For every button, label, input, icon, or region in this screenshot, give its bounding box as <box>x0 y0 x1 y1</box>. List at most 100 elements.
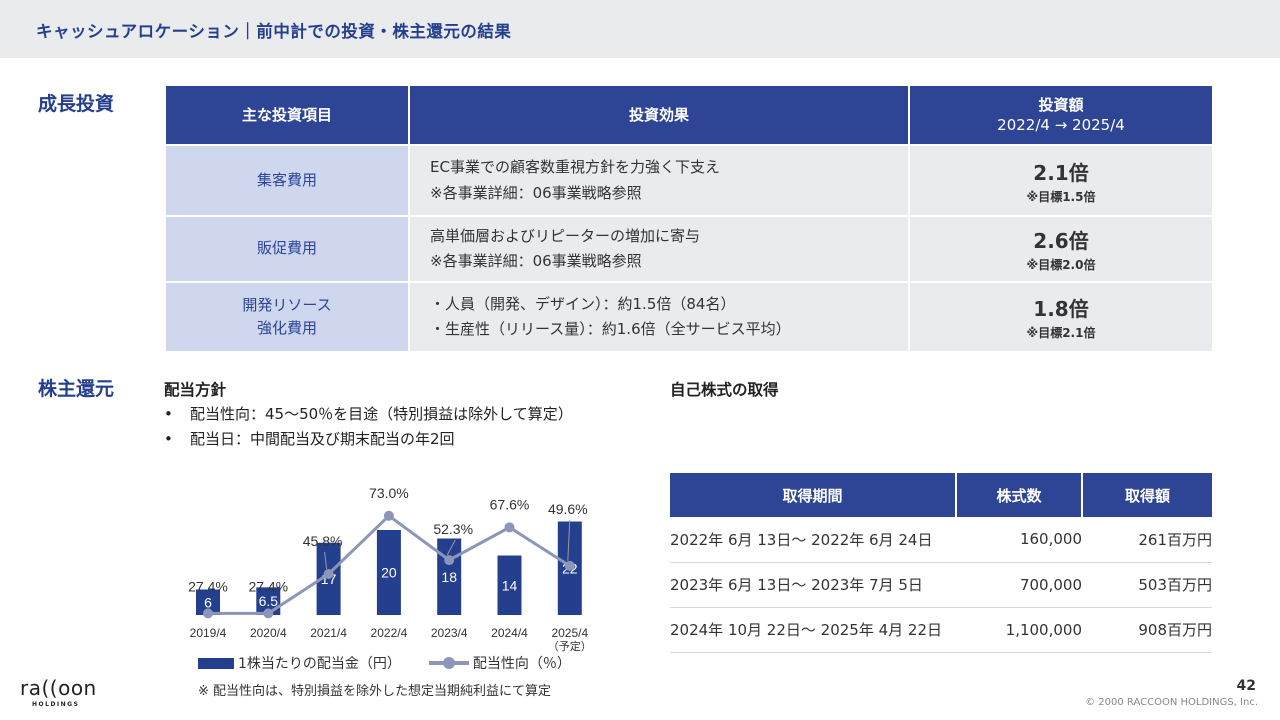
dividend-policy-heading: 配当方針 <box>164 381 227 399</box>
page-title: キャッシュアロケーション｜前中計での投資・株主還元の結果 <box>36 22 512 41</box>
amount-target: ※目標1.5倍 <box>1026 189 1096 204</box>
x-tick-label: 2022/4 <box>371 626 408 640</box>
effect-line: ・人員（開発、デザイン）：約1.5倍（84名） <box>430 294 736 313</box>
bar-value-label: 20 <box>381 565 397 581</box>
col-header-shares: 株式数 <box>956 473 1083 517</box>
x-tick-label: 2024/4 <box>491 626 528 640</box>
payout-ratio-label: 27.4% <box>248 578 288 594</box>
label-leader-line <box>567 519 571 561</box>
effect-line: EC事業での顧客数重視方針を力強く下支え <box>430 158 720 176</box>
table-row: 2023年 6月 13日〜 2023年 7月 5日 700,000 503百万円 <box>670 562 1212 608</box>
buyback-amount: 261百万円 <box>1082 517 1212 563</box>
buyback-period: 2024年 10月 22日〜 2025年 4月 22日 <box>670 607 956 653</box>
growth-investment-table: 主な投資項目 投資効果 投資額 2022/4 → 2025/4 集客費用 EC事… <box>164 84 1214 353</box>
company-logo: ra((oon <box>20 676 97 700</box>
effect-line: ※各事業詳細：06事業戦略参照 <box>430 183 642 202</box>
x-tick-label: 2019/4 <box>190 626 227 640</box>
legend-line-swatch <box>428 657 469 669</box>
payout-ratio-label: 67.6% <box>490 496 530 512</box>
bar-value-label: 18 <box>441 569 457 585</box>
growth-investment-label: 成長投資 <box>38 93 115 115</box>
payout-ratio-point <box>504 522 515 533</box>
table-header-row: 取得期間 株式数 取得額 <box>670 473 1212 517</box>
buyback-heading: 自己株式の取得 <box>670 381 779 399</box>
col-header-amount: 取得額 <box>1082 473 1212 517</box>
col-header-period: 取得期間 <box>670 473 957 517</box>
payout-ratio-point <box>383 510 394 521</box>
effect-line: ・生産性（リリース量）：約1.6倍（全サービス平均） <box>430 320 791 338</box>
investment-effect: 高単価層およびリピーターの増加に寄与 ※各事業詳細：06事業戦略参照 <box>408 215 910 283</box>
table-header-row: 主な投資項目 投資効果 投資額 2022/4 → 2025/4 <box>164 84 1214 146</box>
dividend-chart: 62019/46.52020/4172021/4202022/4182023/4… <box>188 485 592 653</box>
investment-amount: 2.6倍 ※目標2.0倍 <box>908 215 1214 283</box>
amount-header-label: 投資額 <box>1038 95 1084 114</box>
buyback-table: 取得期間 株式数 取得額 2022年 6月 13日〜 2022年 6月 24日 … <box>670 473 1212 653</box>
x-tick-label: 2025/4 <box>551 626 588 640</box>
investment-item: 集客費用 <box>164 144 410 217</box>
x-tick-note: （予定） <box>548 639 592 653</box>
dividend-bar <box>376 530 401 615</box>
list-item: • 配当日：中間配当及び期末配当の年2回 <box>164 427 573 452</box>
x-tick-label: 2020/4 <box>250 626 287 640</box>
chart-footnote: ※ 配当性向は、特別損益を除外した想定当期純利益にて算定 <box>198 684 552 699</box>
bar-value-label: 14 <box>502 577 518 593</box>
effect-line: 高単価層およびリピーターの増加に寄与 <box>430 226 701 245</box>
payout-ratio-label: 73.0% <box>369 485 409 501</box>
legend-bar-label: 1株当たりの配当金（円） <box>238 656 401 672</box>
buyback-shares: 700,000 <box>956 562 1082 608</box>
col-header-amount: 投資額 2022/4 → 2025/4 <box>908 84 1214 146</box>
label-leader-line <box>324 551 328 570</box>
payout-ratio-point <box>203 608 213 619</box>
amount-target: ※目標2.0倍 <box>1026 258 1096 272</box>
payout-ratio-label: 27.4% <box>188 578 228 594</box>
investment-amount: 2.1倍 ※目標1.5倍 <box>908 144 1214 217</box>
x-tick-label: 2021/4 <box>310 626 347 640</box>
amount-value: 1.8倍 <box>1033 297 1089 321</box>
table-row: 2022年 6月 13日〜 2022年 6月 24日 160,000 261百万… <box>670 517 1212 563</box>
payout-ratio-label: 45.8% <box>303 533 343 549</box>
amount-value: 2.1倍 <box>1033 160 1089 185</box>
bullet-text: 配当性向：45〜50％を目途（特別損益は除外して算定） <box>190 405 573 423</box>
table-row: 販促費用 高単価層およびリピーターの増加に寄与 ※各事業詳細：06事業戦略参照 … <box>164 215 1214 283</box>
dividend-policy-list: • 配当性向：45〜50％を目途（特別損益は除外して算定） • 配当日：中間配当及び… <box>164 402 573 452</box>
payout-ratio-point <box>444 555 455 566</box>
col-header-effect: 投資効果 <box>408 84 910 146</box>
buyback-shares: 160,000 <box>956 517 1082 563</box>
buyback-amount: 503百万円 <box>1082 562 1212 608</box>
bar-value-label: 6.5 <box>259 593 279 609</box>
x-tick-label: 2023/4 <box>431 626 468 640</box>
bullet-icon: • <box>164 405 173 423</box>
payout-ratio-label: 52.3% <box>433 521 473 537</box>
investment-item: 販促費用 <box>164 215 410 283</box>
header-bar: キャッシュアロケーション｜前中計での投資・株主還元の結果 <box>0 0 1280 58</box>
payout-ratio-point <box>263 608 274 619</box>
chart-legend: 1株当たりの配当金（円） 配当性向（％） <box>198 653 571 673</box>
effect-line: ※各事業詳細：06事業戦略参照 <box>430 252 642 270</box>
amount-target: ※目標2.1倍 <box>1026 326 1096 340</box>
payout-ratio-point <box>564 560 575 571</box>
table-row: 開発リソース 強化費用 ・人員（開発、デザイン）：約1.5倍（84名） ・生産性… <box>164 281 1214 353</box>
buyback-period: 2022年 6月 13日〜 2022年 6月 24日 <box>670 517 956 563</box>
legend-line-label: 配当性向（％） <box>472 656 571 672</box>
bullet-text: 配当日：中間配当及び期末配当の年2回 <box>190 430 455 448</box>
table-row: 2024年 10月 22日〜 2025年 4月 22日 1,100,000 90… <box>670 607 1212 653</box>
item-label: 販促費用 <box>256 239 317 258</box>
payout-ratio-label: 49.6% <box>548 501 588 517</box>
payout-ratio-point <box>323 568 334 579</box>
copyright-text: © 2000 RACCOON HOLDINGS, Inc. <box>1085 697 1258 708</box>
list-item: • 配当性向：45〜50％を目途（特別損益は除外して算定） <box>164 402 573 427</box>
item-label: 開発リソース <box>242 295 332 314</box>
investment-amount: 1.8倍 ※目標2.1倍 <box>908 281 1214 353</box>
bullet-icon: • <box>164 430 173 448</box>
label-leader-line <box>446 539 456 556</box>
investment-effect: EC事業での顧客数重視方針を力強く下支え ※各事業詳細：06事業戦略参照 <box>408 144 910 217</box>
item-label: 強化費用 <box>256 319 317 337</box>
buyback-shares: 1,100,000 <box>956 607 1082 653</box>
item-label: 集客費用 <box>256 170 317 189</box>
page-number: 42 <box>1236 678 1256 694</box>
table-row: 集客費用 EC事業での顧客数重視方針を力強く下支え ※各事業詳細：06事業戦略参… <box>164 144 1214 217</box>
amount-header-period: 2022/4 → 2025/4 <box>997 116 1125 134</box>
company-logo-subtext: HOLDINGS <box>32 701 80 708</box>
investment-effect: ・人員（開発、デザイン）：約1.5倍（84名） ・生産性（リリース量）：約1.6… <box>408 281 910 353</box>
investment-item: 開発リソース 強化費用 <box>164 281 410 353</box>
